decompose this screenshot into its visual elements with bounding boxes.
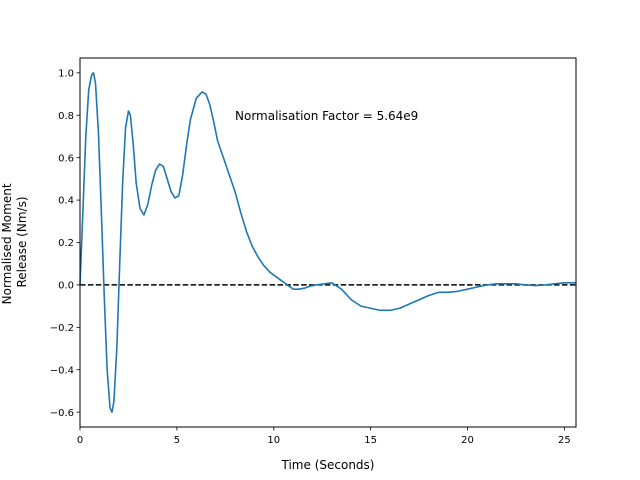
- y-tick-label: 0.2: [58, 238, 74, 249]
- x-tick-label: 10: [267, 435, 280, 446]
- y-axis-label-line-2: Release (Nm/s): [15, 196, 29, 287]
- x-tick-label: 0: [77, 435, 83, 446]
- y-axis-ticks: −0.6 −0.4 −0.2 0.0 0.2 0.4 0.6 0.8 1.0: [50, 68, 80, 419]
- x-tick-label: 15: [364, 435, 377, 446]
- y-tick-label: 0.4: [58, 196, 74, 207]
- y-tick-label: 0.0: [58, 281, 74, 292]
- y-tick-label: −0.4: [50, 365, 74, 376]
- annotation-text: Normalisation Factor = 5.64e9: [235, 109, 418, 123]
- plot-background: [80, 58, 576, 427]
- y-tick-label: −0.2: [50, 323, 74, 334]
- y-tick-label: 0.6: [58, 153, 74, 164]
- y-axis-label: Normalised Moment Release (Nm/s): [0, 180, 29, 305]
- x-tick-label: 25: [558, 435, 571, 446]
- x-tick-label: 5: [174, 435, 180, 446]
- series-line-1: [79, 72, 577, 413]
- x-axis-ticks: 0 5 10 15 20 25: [77, 427, 571, 446]
- y-tick-label: 0.8: [58, 111, 74, 122]
- x-tick-label: 20: [461, 435, 474, 446]
- y-axis-label-line-1: Normalised Moment: [0, 183, 14, 304]
- y-tick-label: −0.6: [50, 408, 74, 419]
- y-tick-label: 1.0: [58, 68, 74, 79]
- series-layer: [79, 72, 577, 413]
- x-axis-label: Time (Seconds): [281, 458, 375, 472]
